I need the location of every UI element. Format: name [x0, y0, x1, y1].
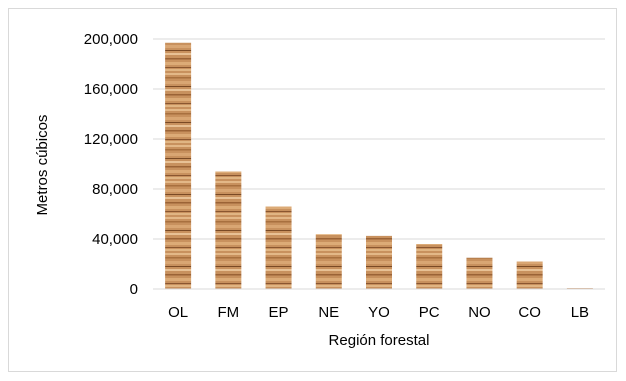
x-tick-label: LB: [571, 304, 589, 321]
bar-ne: [315, 234, 342, 289]
x-tick-label: PC: [419, 304, 440, 321]
y-tick-label: 200,000: [84, 31, 138, 48]
x-tick-label: NO: [468, 304, 491, 321]
y-tick-label: 80,000: [92, 181, 138, 198]
bar-ep: [265, 206, 292, 289]
x-tick-label: NE: [318, 304, 339, 321]
x-tick-label: YO: [368, 304, 390, 321]
x-tick-label: FM: [217, 304, 239, 321]
bar-yo: [366, 235, 392, 289]
bar-pc: [416, 244, 443, 289]
bar-fm: [215, 171, 242, 289]
y-tick-labels: 0 40,000 80,000 120,000 160,000 200,000: [84, 31, 138, 298]
bars: [165, 42, 593, 290]
bar-co: [516, 261, 543, 289]
y-tick-label: 40,000: [92, 231, 138, 248]
y-tick-label: 0: [130, 281, 138, 298]
y-axis-label: Metros cúbicos: [34, 115, 51, 216]
y-tick-label: 160,000: [84, 81, 138, 98]
bar-no: [466, 257, 493, 289]
x-tick-label: EP: [269, 304, 289, 321]
chart-frame: [8, 8, 617, 372]
x-tick-labels: OL FM EP NE YO PC NO CO LB: [168, 304, 589, 321]
x-tick-label: CO: [518, 304, 541, 321]
x-tick-label: OL: [168, 304, 188, 321]
x-axis-label: Región forestal: [329, 332, 430, 349]
bar-ol: [165, 42, 192, 289]
y-tick-label: 120,000: [84, 131, 138, 148]
